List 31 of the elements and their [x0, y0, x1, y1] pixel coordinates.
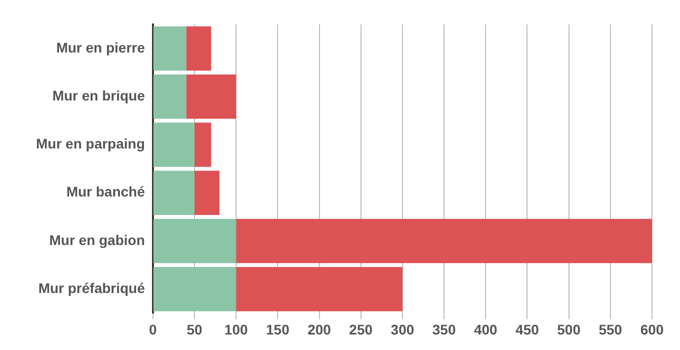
- x-tick-label: 150: [266, 321, 290, 338]
- x-tick-label: 550: [598, 321, 622, 338]
- bar: [153, 218, 236, 264]
- x-tick-label: 450: [516, 321, 540, 338]
- y-tick-label: Mur banché: [66, 184, 146, 200]
- bar: [153, 26, 186, 71]
- x-tick-label: 600: [640, 321, 664, 338]
- y-tick-label: Mur en brique: [52, 87, 146, 104]
- x-tick-label: 350: [432, 321, 456, 338]
- x-tick-label: 50: [186, 321, 202, 338]
- bar: [153, 266, 236, 312]
- bar: [153, 170, 194, 216]
- y-tick-label: Mur en gabion: [49, 232, 145, 248]
- bar: [153, 74, 186, 119]
- x-tick-label: 500: [557, 321, 581, 338]
- y-tick-label: Mur en pierre: [56, 39, 146, 56]
- x-tick-label: 400: [474, 321, 498, 338]
- x-tick-label: 300: [390, 321, 414, 338]
- y-tick-label: Mur préfabriqué: [38, 280, 146, 296]
- bar: [236, 266, 402, 312]
- bar: [153, 122, 194, 167]
- x-tick-label: 0: [149, 321, 157, 338]
- x-tick-label: 100: [224, 321, 248, 338]
- bar: [186, 74, 236, 119]
- bar: [194, 122, 212, 167]
- bar: [194, 170, 220, 216]
- x-tick-label: 200: [308, 321, 332, 338]
- x-tick-label: 250: [349, 321, 373, 338]
- y-tick-label: Mur en parpaing: [36, 136, 145, 152]
- bar: [236, 218, 652, 264]
- bar: [186, 26, 212, 71]
